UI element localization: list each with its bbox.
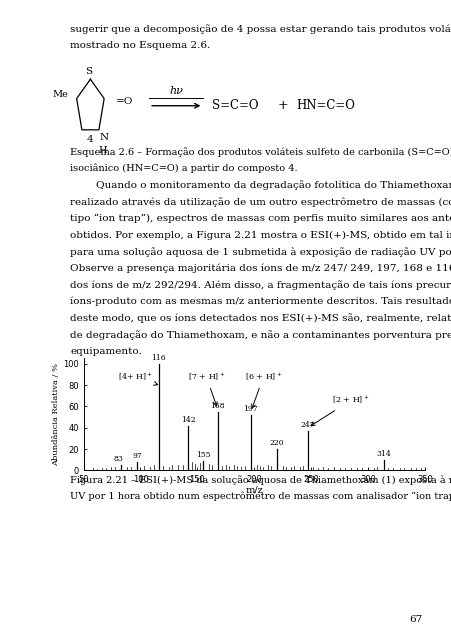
Text: [4+ H]$^+$: [4+ H]$^+$ [118, 371, 157, 385]
Text: HN=C=O: HN=C=O [295, 99, 354, 112]
Text: [2 + H]$^+$: [2 + H]$^+$ [310, 394, 369, 426]
Text: 4: 4 [87, 135, 93, 144]
Text: 247: 247 [300, 421, 314, 429]
Text: tipo “ion trap”), espectros de massas com perfis muito similares aos anteriores : tipo “ion trap”), espectros de massas co… [70, 214, 451, 223]
Text: S: S [85, 67, 92, 76]
Text: íons-produto com as mesmas m/z anteriormente descritos. Tais resultados indicam,: íons-produto com as mesmas m/z anteriorm… [70, 297, 451, 307]
Text: 83: 83 [114, 456, 124, 463]
Text: de degradação do Thiamethoxam, e não a contaminantes porventura presentes no: de degradação do Thiamethoxam, e não a c… [70, 330, 451, 340]
Text: Figura 2.21 – ESI(+)-MS da solução aquosa de Thiamethoxam (1) exposta à radiação: Figura 2.21 – ESI(+)-MS da solução aquos… [70, 475, 451, 484]
Text: mostrado no Esquema 2.6.: mostrado no Esquema 2.6. [70, 41, 210, 50]
Text: obtidos. Por exemplo, a Figura 2.21 mostra o ESI(+)-MS, obtido em tal instrument: obtidos. Por exemplo, a Figura 2.21 most… [70, 230, 451, 239]
Text: 197: 197 [243, 405, 258, 413]
Text: [7 + H]$^+$: [7 + H]$^+$ [187, 371, 225, 406]
Text: 220: 220 [269, 440, 284, 447]
Text: Me: Me [52, 90, 69, 99]
Text: [6 + H]$^+$: [6 + H]$^+$ [244, 371, 281, 408]
Text: +: + [276, 99, 287, 112]
X-axis label: m/z: m/z [245, 486, 262, 495]
Text: isociânico (HN=C=O) a partir do composto 4.: isociânico (HN=C=O) a partir do composto… [70, 164, 297, 173]
Text: 67: 67 [408, 615, 422, 624]
Text: S=C=O: S=C=O [212, 99, 258, 112]
Text: dos íons de m/z 292/294. Além disso, a fragmentação de tais íons precursores ger: dos íons de m/z 292/294. Além disso, a f… [70, 280, 451, 290]
Text: 155: 155 [195, 451, 210, 460]
Text: UV por 1 hora obtido num espectrômetro de massas com analisador “ion trap”.: UV por 1 hora obtido num espectrômetro d… [70, 492, 451, 501]
Y-axis label: Abundância Relativa / %: Abundância Relativa / % [52, 363, 60, 466]
Text: sugerir que a decomposição de 4 possa estar gerando tais produtos voláteis, como: sugerir que a decomposição de 4 possa es… [70, 24, 451, 34]
Text: 97: 97 [132, 452, 142, 460]
Text: N: N [100, 132, 109, 142]
Text: =O: =O [115, 97, 133, 106]
Text: 116: 116 [151, 354, 166, 362]
Text: 142: 142 [180, 416, 195, 424]
Text: 168: 168 [210, 402, 225, 410]
Text: Quando o monitoramento da degradação fotolítica do Thiamethoxam (1) foi: Quando o monitoramento da degradação fot… [70, 180, 451, 190]
Text: hν: hν [169, 86, 183, 96]
Text: 314: 314 [376, 450, 391, 458]
Text: Observe a presença majoritária dos íons de m/z 247/ 249, 197, 168 e 116 e a ausê: Observe a presença majoritária dos íons … [70, 264, 451, 273]
Text: deste modo, que os íons detectados nos ESI(+)-MS são, realmente, relativos a pro: deste modo, que os íons detectados nos E… [70, 314, 451, 323]
Text: equipamento.: equipamento. [70, 347, 142, 356]
Text: para uma solução aquosa de 1 submetida à exposição de radiação UV por uma hora.: para uma solução aquosa de 1 submetida à… [70, 247, 451, 257]
Text: realizado através da utilização de um outro espectrômetro de massas (com analisa: realizado através da utilização de um ou… [70, 197, 451, 207]
Text: H: H [98, 146, 106, 155]
Text: Esquema 2.6 – Formação dos produtos voláteis sulfeto de carbonila (S=C=O) e ácid: Esquema 2.6 – Formação dos produtos volá… [70, 147, 451, 157]
